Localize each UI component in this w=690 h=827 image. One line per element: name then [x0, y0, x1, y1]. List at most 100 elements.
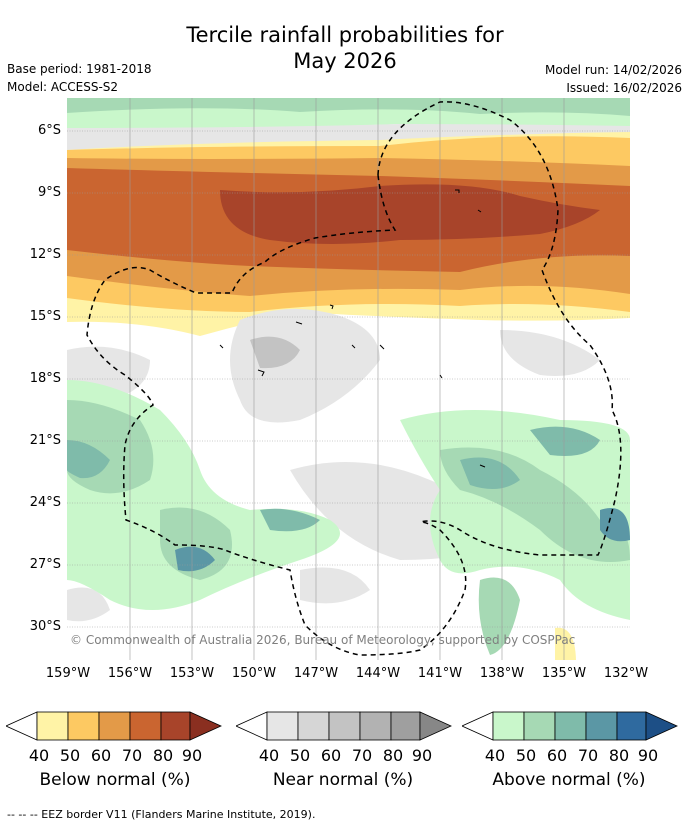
- map-title: Tercile rainfall probabilities for May 2…: [0, 22, 690, 74]
- lon-label-144w: 144°W: [355, 666, 401, 681]
- above-60-patch: [260, 508, 320, 532]
- lon-label-153w: 153°W: [169, 666, 215, 681]
- above-normal-north: [67, 98, 630, 118]
- below-80: [220, 184, 600, 244]
- cbar-near-seg-3: [359, 711, 392, 741]
- eez-west: [86, 174, 467, 656]
- island: [295, 321, 303, 325]
- title-line-2: May 2026: [293, 49, 397, 73]
- issued-date: Issued: 16/02/2026: [566, 81, 682, 95]
- tick-label: 40: [28, 746, 50, 765]
- tick-label: 60: [320, 746, 342, 765]
- tick-label: 90: [637, 746, 659, 765]
- eez-borders: [86, 101, 622, 656]
- lat-label-27s: 27°S: [29, 557, 61, 572]
- cbar-above-seg-1: [523, 711, 556, 741]
- tick-label: 60: [546, 746, 568, 765]
- eez-east: [377, 101, 622, 556]
- island: [477, 209, 482, 213]
- cbar-near-arrow-left: [236, 711, 268, 741]
- lat-label-21s: 21°S: [29, 433, 61, 448]
- tick-label: 40: [484, 746, 506, 765]
- island: [379, 344, 385, 350]
- island: [455, 189, 460, 193]
- tick-label: 40: [258, 746, 280, 765]
- colorbar-below: [6, 711, 222, 741]
- tick-label: 90: [411, 746, 433, 765]
- meta-left: Base period: 1981-2018 Model: ACCESS-S2: [7, 60, 152, 96]
- above-normal-north-light: [67, 108, 630, 129]
- tick-label: 60: [90, 746, 112, 765]
- colorbar-near: [236, 711, 452, 741]
- lon-label-132w: 132°W: [603, 666, 649, 681]
- cbar-below-seg-0: [36, 711, 69, 741]
- title-line-1: Tercile rainfall probabilities for: [186, 23, 504, 47]
- colorbar-label-below: Below normal (%): [39, 770, 191, 790]
- cbar-near-seg-4: [390, 711, 421, 741]
- meridians: [129, 98, 565, 660]
- lat-label-6s: 6°S: [37, 123, 61, 138]
- cbar-above-seg-2: [554, 711, 587, 741]
- lat-label-12s: 12°S: [29, 247, 61, 262]
- island: [479, 464, 486, 468]
- colorbar-above: [462, 711, 678, 741]
- near-normal-patch-6: [67, 587, 110, 622]
- islands: [219, 189, 486, 468]
- near-normal-north: [67, 124, 630, 150]
- lon-label-138w: 138°W: [479, 666, 525, 681]
- above-60-east-2: [530, 426, 600, 456]
- model-name: Model: ACCESS-S2: [7, 80, 119, 94]
- cbar-near-seg-1: [297, 711, 330, 741]
- lat-label-9s: 9°S: [37, 185, 61, 200]
- tick-label: 90: [181, 746, 203, 765]
- model-run: Model run: 14/02/2026: [544, 63, 682, 77]
- island: [257, 369, 265, 377]
- above-70-east: [600, 508, 630, 542]
- cbar-above-seg-3: [585, 711, 618, 741]
- lat-label-24s: 24°S: [29, 495, 61, 510]
- lat-label-15s: 15°S: [29, 309, 61, 324]
- near-normal-patch-2: [250, 336, 300, 369]
- lon-label-150w: 150°W: [231, 666, 277, 681]
- cbar-above-arrow-left: [462, 711, 494, 741]
- colorbar-label-above: Above normal (%): [492, 770, 646, 790]
- lat-label-18s: 18°S: [29, 371, 61, 386]
- cbar-above-arrow-right: [645, 711, 678, 741]
- near-normal-patch-5: [500, 330, 600, 376]
- lon-label-156w: 156°W: [107, 666, 153, 681]
- tick-label: 50: [59, 746, 81, 765]
- island: [439, 374, 443, 379]
- probability-field: [67, 98, 630, 660]
- cbar-near-arrow-right: [419, 711, 452, 741]
- tick-label: 70: [121, 746, 143, 765]
- tick-label: 80: [152, 746, 174, 765]
- island: [329, 304, 334, 310]
- eez-legend-footer: -- -- -- EEZ border V11 (Flanders Marine…: [7, 808, 316, 821]
- cbar-above-seg-4: [616, 711, 647, 741]
- tick-label: 80: [382, 746, 404, 765]
- cbar-near-seg-0: [266, 711, 299, 741]
- lon-label-135w: 135°W: [541, 666, 587, 681]
- cbar-below-seg-2: [98, 711, 131, 741]
- lon-label-147w: 147°W: [293, 666, 339, 681]
- copyright-notice: © Commonwealth of Australia 2026, Bureau…: [70, 633, 576, 647]
- island: [219, 344, 224, 349]
- tick-label: 50: [289, 746, 311, 765]
- cbar-below-arrow-left: [6, 711, 38, 741]
- cbar-below-seg-1: [67, 711, 100, 741]
- tick-label: 50: [515, 746, 537, 765]
- above-60-west: [67, 440, 110, 479]
- cbar-above-seg-0: [492, 711, 525, 741]
- below-40-south: [555, 627, 576, 660]
- tick-label: 80: [608, 746, 630, 765]
- colorbar-label-near: Near normal (%): [272, 770, 414, 790]
- base-period: Base period: 1981-2018: [7, 62, 152, 76]
- tick-label: 70: [351, 746, 373, 765]
- above-60-east: [460, 457, 520, 489]
- lat-label-30s: 30°S: [29, 619, 61, 634]
- cbar-below-seg-3: [129, 711, 162, 741]
- cbar-below-seg-4: [160, 711, 191, 741]
- cbar-below-arrow-right: [189, 711, 222, 741]
- lon-label-159w: 159°W: [45, 666, 91, 681]
